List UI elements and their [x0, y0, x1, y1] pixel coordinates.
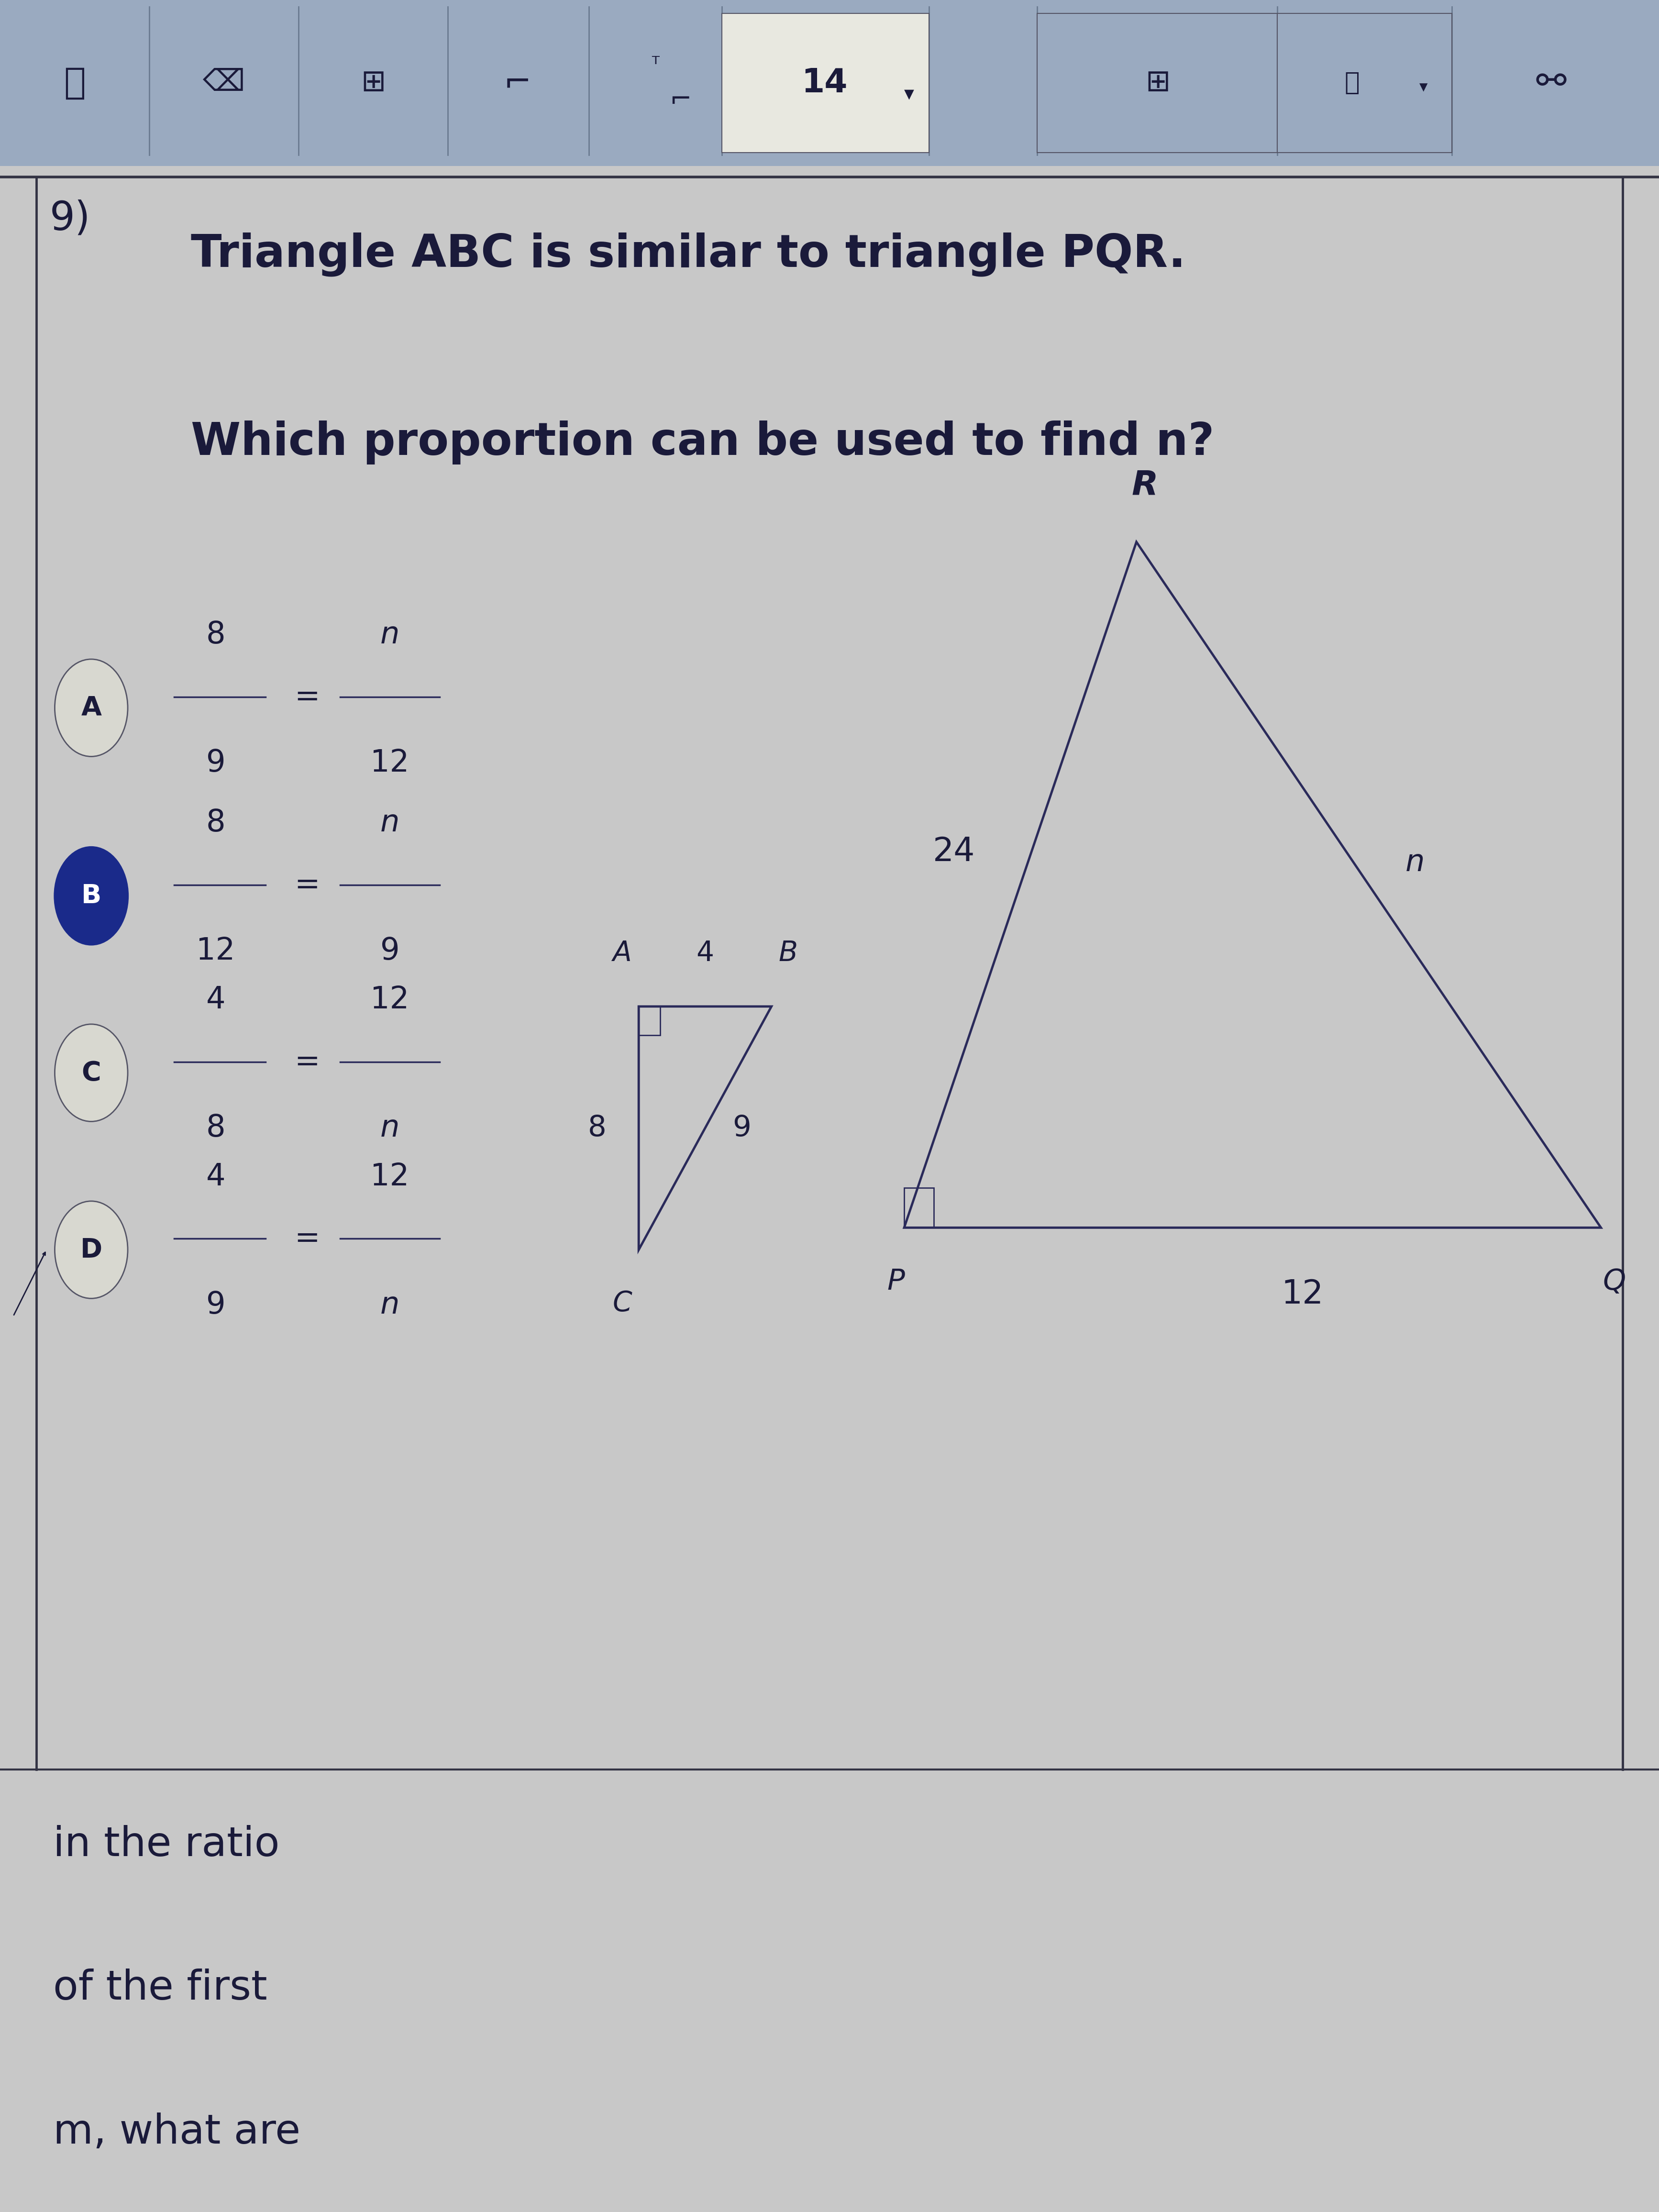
Text: 9: 9: [380, 936, 400, 967]
Text: =: =: [294, 869, 320, 900]
Text: ⌐: ⌐: [504, 66, 531, 100]
Text: 12: 12: [370, 1161, 410, 1192]
Text: of the first: of the first: [53, 1969, 267, 2008]
Text: 14: 14: [801, 66, 848, 100]
Text: 8: 8: [206, 619, 226, 650]
Text: C: C: [612, 1290, 632, 1316]
Text: m, what are: m, what are: [53, 2112, 300, 2152]
Text: 9: 9: [732, 1115, 752, 1141]
Text: 8: 8: [206, 1113, 226, 1144]
Text: n: n: [380, 1113, 400, 1144]
Text: n: n: [380, 619, 400, 650]
Bar: [639, 1006, 660, 1035]
Text: 12: 12: [1281, 1279, 1324, 1310]
Text: A: A: [81, 695, 101, 721]
Text: B: B: [778, 940, 798, 967]
Text: in the ratio: in the ratio: [53, 1825, 280, 1865]
Circle shape: [55, 847, 128, 945]
Text: ▾: ▾: [1418, 80, 1428, 95]
Text: 4: 4: [206, 984, 226, 1015]
Text: 4: 4: [206, 1161, 226, 1192]
Text: 9): 9): [50, 199, 91, 239]
Text: ⊞: ⊞: [360, 69, 387, 97]
Text: ⚯: ⚯: [1536, 64, 1566, 102]
Bar: [0, 0, 1659, 166]
Text: Q: Q: [1603, 1267, 1626, 1296]
Text: 9: 9: [206, 1290, 226, 1321]
Circle shape: [55, 1201, 128, 1298]
Circle shape: [55, 1024, 128, 1121]
Text: n: n: [1405, 847, 1425, 878]
Text: ⌫: ⌫: [202, 69, 246, 97]
Text: B: B: [81, 883, 101, 909]
Text: ▾: ▾: [904, 84, 914, 104]
Text: Which proportion can be used to find n?: Which proportion can be used to find n?: [191, 420, 1214, 465]
Text: R: R: [1131, 469, 1158, 502]
Text: 12: 12: [196, 936, 236, 967]
Text: ⊞: ⊞: [1145, 69, 1171, 97]
Text: =: =: [294, 681, 320, 712]
Text: Triangle ABC is similar to triangle PQR.: Triangle ABC is similar to triangle PQR.: [191, 232, 1186, 276]
Text: 12: 12: [370, 984, 410, 1015]
Text: 9: 9: [206, 748, 226, 779]
Text: ᵀ: ᵀ: [652, 55, 659, 75]
Circle shape: [55, 659, 128, 757]
Text: n: n: [380, 1290, 400, 1321]
Text: =: =: [294, 1223, 320, 1254]
Text: 8: 8: [587, 1115, 607, 1141]
Text: 8: 8: [206, 807, 226, 838]
Bar: [1037, 13, 1277, 153]
Text: 24: 24: [932, 836, 975, 867]
Bar: [1277, 13, 1452, 153]
Text: A: A: [612, 940, 632, 967]
Text: 4: 4: [697, 940, 713, 967]
Text: 12: 12: [370, 748, 410, 779]
Text: n: n: [380, 807, 400, 838]
Text: =: =: [294, 1046, 320, 1077]
Text: D: D: [80, 1237, 103, 1263]
Text: C: C: [81, 1060, 101, 1086]
Bar: [722, 13, 929, 153]
Text: ⌕: ⌕: [63, 64, 86, 102]
Text: ⌐: ⌐: [669, 88, 692, 113]
Bar: [904, 1188, 934, 1228]
Text: P: P: [888, 1267, 904, 1296]
Text: 🖼: 🖼: [1344, 71, 1360, 95]
